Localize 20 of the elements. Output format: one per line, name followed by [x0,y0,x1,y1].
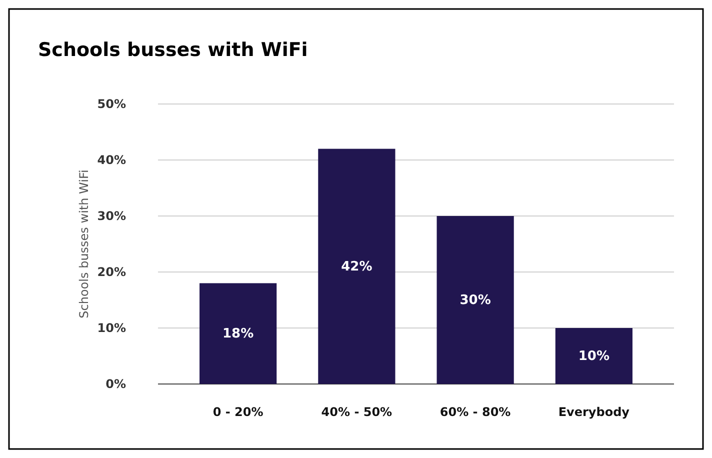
x-tick-label: 60% - 80% [440,405,511,419]
bar [555,328,632,384]
x-tick-label: Everybody [558,405,630,419]
y-tick-label: 0% [106,377,126,391]
bar [436,216,514,384]
x-tick-label: 40% - 50% [321,405,392,419]
y-tick-label: 40% [97,153,126,167]
chart-title: Schools busses with WiFi [38,39,308,61]
bar [318,148,396,384]
x-tick-label: 0 - 20% [212,405,264,419]
y-tick-label: 50% [97,97,126,111]
y-tick-label: 20% [97,265,126,279]
data-label: 30% [460,293,491,308]
data-label: 10% [578,349,610,364]
y-tick-label: 30% [97,209,126,223]
y-axis-title: Schools busses with WiFi [77,170,91,318]
bar [200,283,277,384]
y-tick-label: 10% [97,321,126,335]
data-label: 42% [341,259,372,274]
data-label: 18% [222,326,254,342]
